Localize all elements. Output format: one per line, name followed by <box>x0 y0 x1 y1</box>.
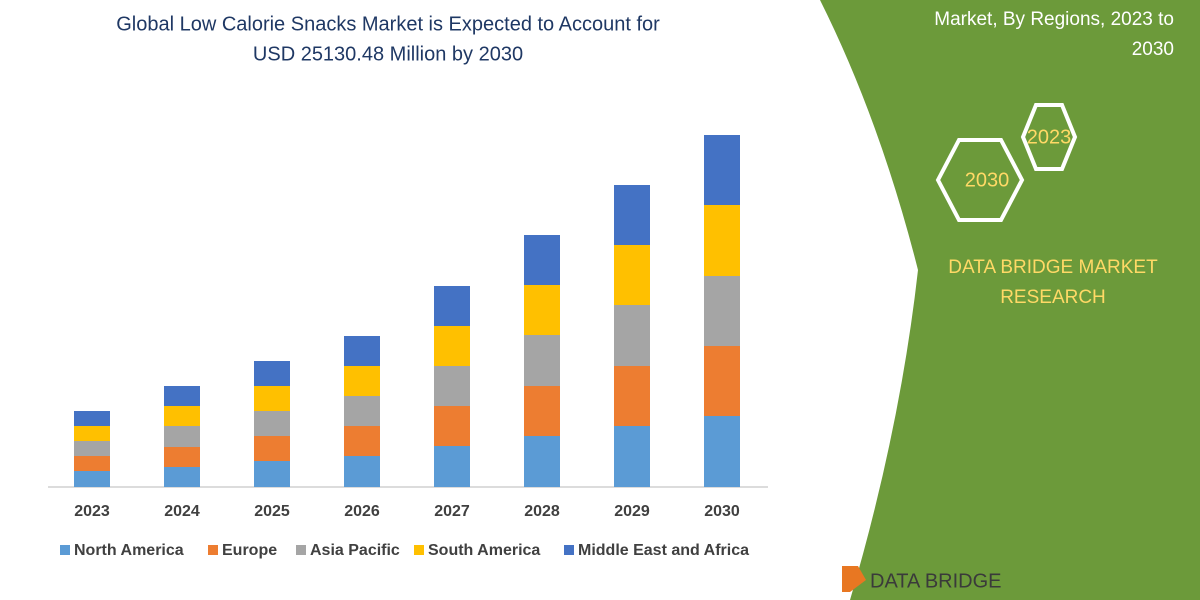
bar-segment <box>614 366 650 426</box>
x-tick-label: 2026 <box>344 503 380 520</box>
bar-segment <box>164 426 200 447</box>
panel-heading: 2030 <box>1132 39 1174 60</box>
legend-swatch <box>564 545 574 555</box>
bar-segment <box>524 285 560 335</box>
bar-segment <box>704 346 740 416</box>
bar-segment <box>344 366 380 396</box>
bar-segment <box>704 205 740 276</box>
bar-segment <box>434 366 470 406</box>
bar-segment <box>344 336 380 366</box>
bar-segment <box>254 436 290 461</box>
bar-segment <box>254 411 290 436</box>
legend-label: Asia Pacific <box>310 542 400 559</box>
bar-segment <box>164 447 200 467</box>
bar-segment <box>524 235 560 285</box>
bar-segment <box>524 335 560 386</box>
hexagon-label: 2030 <box>965 169 1010 191</box>
bar-segment <box>524 386 560 436</box>
brand-text: DATA BRIDGE MARKET <box>948 257 1158 278</box>
brand-text: RESEARCH <box>1000 287 1106 308</box>
bar-segment <box>74 441 110 456</box>
bar-segment <box>344 396 380 426</box>
x-tick-label: 2029 <box>614 503 650 520</box>
bar-segment <box>434 406 470 446</box>
logo-text: DATA BRIDGE <box>870 570 1002 592</box>
logo-icon <box>842 566 866 592</box>
x-tick-label: 2030 <box>704 503 740 520</box>
bar-segment <box>344 456 380 487</box>
bar-segment <box>74 471 110 487</box>
bar-segment <box>254 361 290 386</box>
hexagon-label: 2023 <box>1027 126 1072 148</box>
bar-segment <box>434 286 470 326</box>
bar-segment <box>164 406 200 426</box>
legend-label: North America <box>74 542 184 559</box>
hexagon <box>1020 103 1078 171</box>
x-tick-label: 2025 <box>254 503 290 520</box>
hexagon <box>935 138 1025 222</box>
legend-swatch <box>296 545 306 555</box>
bar-segment <box>164 467 200 487</box>
side-panel <box>820 0 1200 600</box>
legend-label: Middle East and Africa <box>578 542 749 559</box>
bar-segment <box>704 276 740 346</box>
chart-title: Global Low Calorie Snacks Market is Expe… <box>116 13 660 35</box>
bar-segment <box>434 446 470 487</box>
x-tick-label: 2028 <box>524 503 560 520</box>
legend-label: Europe <box>222 542 277 559</box>
x-tick-label: 2024 <box>164 503 200 520</box>
legend-swatch <box>208 545 218 555</box>
panel-heading: Market, By Regions, 2023 to <box>934 9 1174 30</box>
bar-segment <box>74 426 110 441</box>
bar-segment <box>74 456 110 471</box>
legend-label: South America <box>428 542 540 559</box>
bar-segment <box>704 135 740 205</box>
bar-segment <box>614 185 650 245</box>
x-tick-label: 2027 <box>434 503 470 520</box>
bar-segment <box>614 305 650 366</box>
bar-segment <box>614 426 650 487</box>
bar-segment <box>164 386 200 406</box>
bar-segment <box>704 416 740 487</box>
legend-swatch <box>60 545 70 555</box>
bar-segment <box>254 461 290 487</box>
bar-segment <box>434 326 470 366</box>
bar-segment <box>254 386 290 411</box>
bar-segment <box>344 426 380 456</box>
legend-swatch <box>414 545 424 555</box>
x-tick-label: 2023 <box>74 503 110 520</box>
chart-title: USD 25130.48 Million by 2030 <box>253 43 523 65</box>
bar-segment <box>524 436 560 487</box>
bar-segment <box>74 411 110 426</box>
bar-segment <box>614 245 650 305</box>
